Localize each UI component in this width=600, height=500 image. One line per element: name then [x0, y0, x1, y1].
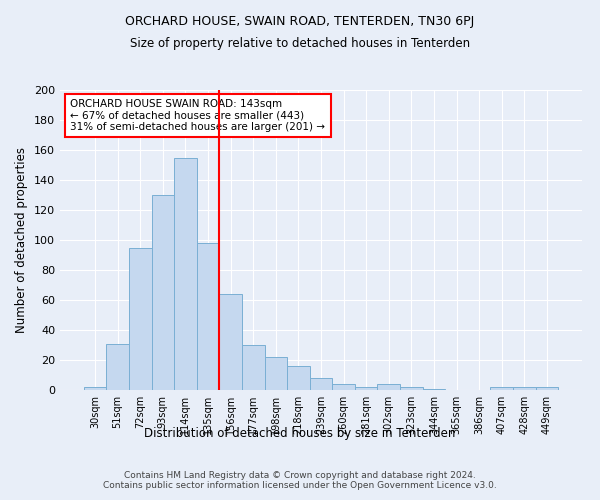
Bar — [287, 366, 310, 390]
Bar — [265, 357, 287, 390]
Text: Distribution of detached houses by size in Tenterden: Distribution of detached houses by size … — [145, 428, 455, 440]
Bar — [536, 387, 558, 390]
Bar — [513, 387, 536, 390]
Bar — [490, 387, 513, 390]
Bar — [129, 248, 152, 390]
Text: Contains HM Land Registry data © Crown copyright and database right 2024.
Contai: Contains HM Land Registry data © Crown c… — [103, 470, 497, 490]
Bar — [174, 158, 197, 390]
Text: Size of property relative to detached houses in Tenterden: Size of property relative to detached ho… — [130, 38, 470, 51]
Bar — [242, 345, 265, 390]
Bar — [310, 378, 332, 390]
Y-axis label: Number of detached properties: Number of detached properties — [16, 147, 28, 333]
Bar — [106, 344, 129, 390]
Bar — [332, 384, 355, 390]
Text: ORCHARD HOUSE SWAIN ROAD: 143sqm
← 67% of detached houses are smaller (443)
31% : ORCHARD HOUSE SWAIN ROAD: 143sqm ← 67% o… — [70, 99, 325, 132]
Bar — [377, 384, 400, 390]
Bar — [84, 387, 106, 390]
Bar — [197, 243, 220, 390]
Bar — [152, 195, 174, 390]
Bar — [355, 387, 377, 390]
Bar — [220, 294, 242, 390]
Bar — [422, 388, 445, 390]
Bar — [400, 387, 422, 390]
Text: ORCHARD HOUSE, SWAIN ROAD, TENTERDEN, TN30 6PJ: ORCHARD HOUSE, SWAIN ROAD, TENTERDEN, TN… — [125, 15, 475, 28]
